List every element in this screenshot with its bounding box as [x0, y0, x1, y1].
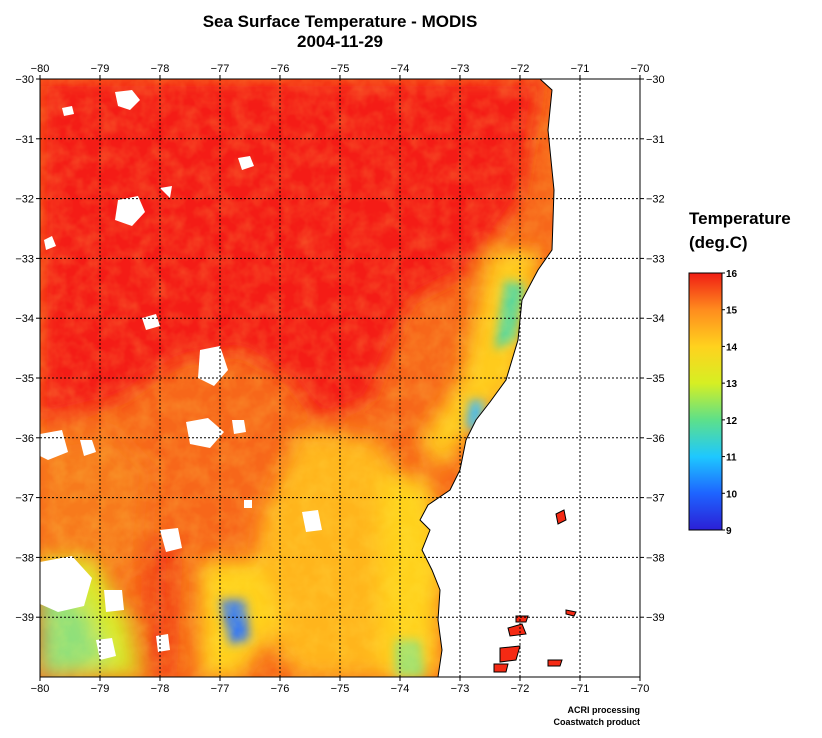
- lon-label-bottom: −75: [331, 683, 350, 695]
- lon-label-bottom: −74: [391, 683, 410, 695]
- lon-label-bottom: −78: [151, 683, 170, 695]
- colorbar-title: Temperature: [689, 209, 791, 228]
- colorbar-scale: [688, 272, 723, 531]
- lon-label-top: −74: [391, 63, 410, 75]
- lon-label-bottom: −76: [271, 683, 290, 695]
- lon-label-top: −77: [211, 63, 230, 75]
- temperature-colorbar: 9 10 11 12 13 14 15 16: [688, 269, 738, 537]
- lat-label-right: −32: [646, 194, 665, 206]
- lon-label-top: −71: [571, 63, 590, 75]
- lat-label-left: −36: [15, 433, 34, 445]
- lon-label-bottom: −72: [511, 683, 530, 695]
- colorbar-label: 13: [726, 379, 738, 390]
- lat-label-right: −37: [646, 493, 665, 505]
- lat-label-left: −31: [15, 134, 34, 146]
- axis-labels: −80 −80 −79 −79 −78 −78 −77 −77 −76 −76 −75 −75 −74 −…: [15, 63, 664, 695]
- lat-label-left: −39: [15, 612, 34, 624]
- colorbar-label: 11: [726, 453, 737, 464]
- lat-label-right: −33: [646, 253, 665, 265]
- lat-label-left: −38: [15, 552, 34, 564]
- colorbar-label: 12: [726, 416, 738, 427]
- lon-label-bottom: −71: [571, 683, 590, 695]
- lon-label-top: −80: [31, 63, 50, 75]
- lat-label-right: −39: [646, 612, 665, 624]
- lon-label-top: −72: [511, 63, 530, 75]
- lon-label-bottom: −70: [631, 683, 650, 695]
- lat-label-right: −35: [646, 373, 665, 385]
- colorbar-label: 16: [726, 269, 738, 280]
- lat-label-right: −36: [646, 433, 665, 445]
- lon-label-top: −70: [631, 63, 650, 75]
- lon-label-top: −73: [451, 63, 470, 75]
- lat-label-right: −30: [646, 74, 665, 86]
- map-title: Sea Surface Temperature - MODIS: [202, 12, 478, 31]
- colorbar-label: 9: [726, 526, 732, 537]
- processing-credit: ACRI processing: [567, 705, 640, 715]
- lon-label-bottom: −73: [451, 683, 470, 695]
- islands: [493, 509, 577, 673]
- lon-label-top: −75: [331, 63, 350, 75]
- lon-label-top: −79: [91, 63, 110, 75]
- lat-label-left: −30: [15, 74, 34, 86]
- lat-label-left: −37: [15, 493, 34, 505]
- axis-ticks: [36, 75, 644, 681]
- lat-label-left: −34: [15, 313, 34, 325]
- lat-label-right: −38: [646, 552, 665, 564]
- colorbar-label: 10: [726, 489, 738, 500]
- cloud-patches: [40, 90, 322, 660]
- lon-label-top: −76: [271, 63, 290, 75]
- colorbar-units: (deg.C): [689, 233, 748, 252]
- lat-label-left: −35: [15, 373, 34, 385]
- product-credit: Coastwatch product: [553, 717, 640, 727]
- lat-label-right: −34: [646, 313, 665, 325]
- colorbar-label: 14: [726, 342, 738, 353]
- lon-label-top: −78: [151, 63, 170, 75]
- lon-label-bottom: −80: [31, 683, 50, 695]
- lat-label-left: −33: [15, 253, 34, 265]
- colorbar-label: 15: [726, 306, 738, 317]
- graticule: [40, 79, 640, 677]
- lat-label-right: −31: [646, 134, 665, 146]
- lon-label-bottom: −77: [211, 683, 230, 695]
- lon-label-bottom: −79: [91, 683, 110, 695]
- lat-label-left: −32: [15, 194, 34, 206]
- map-date: 2004-11-29: [296, 32, 384, 51]
